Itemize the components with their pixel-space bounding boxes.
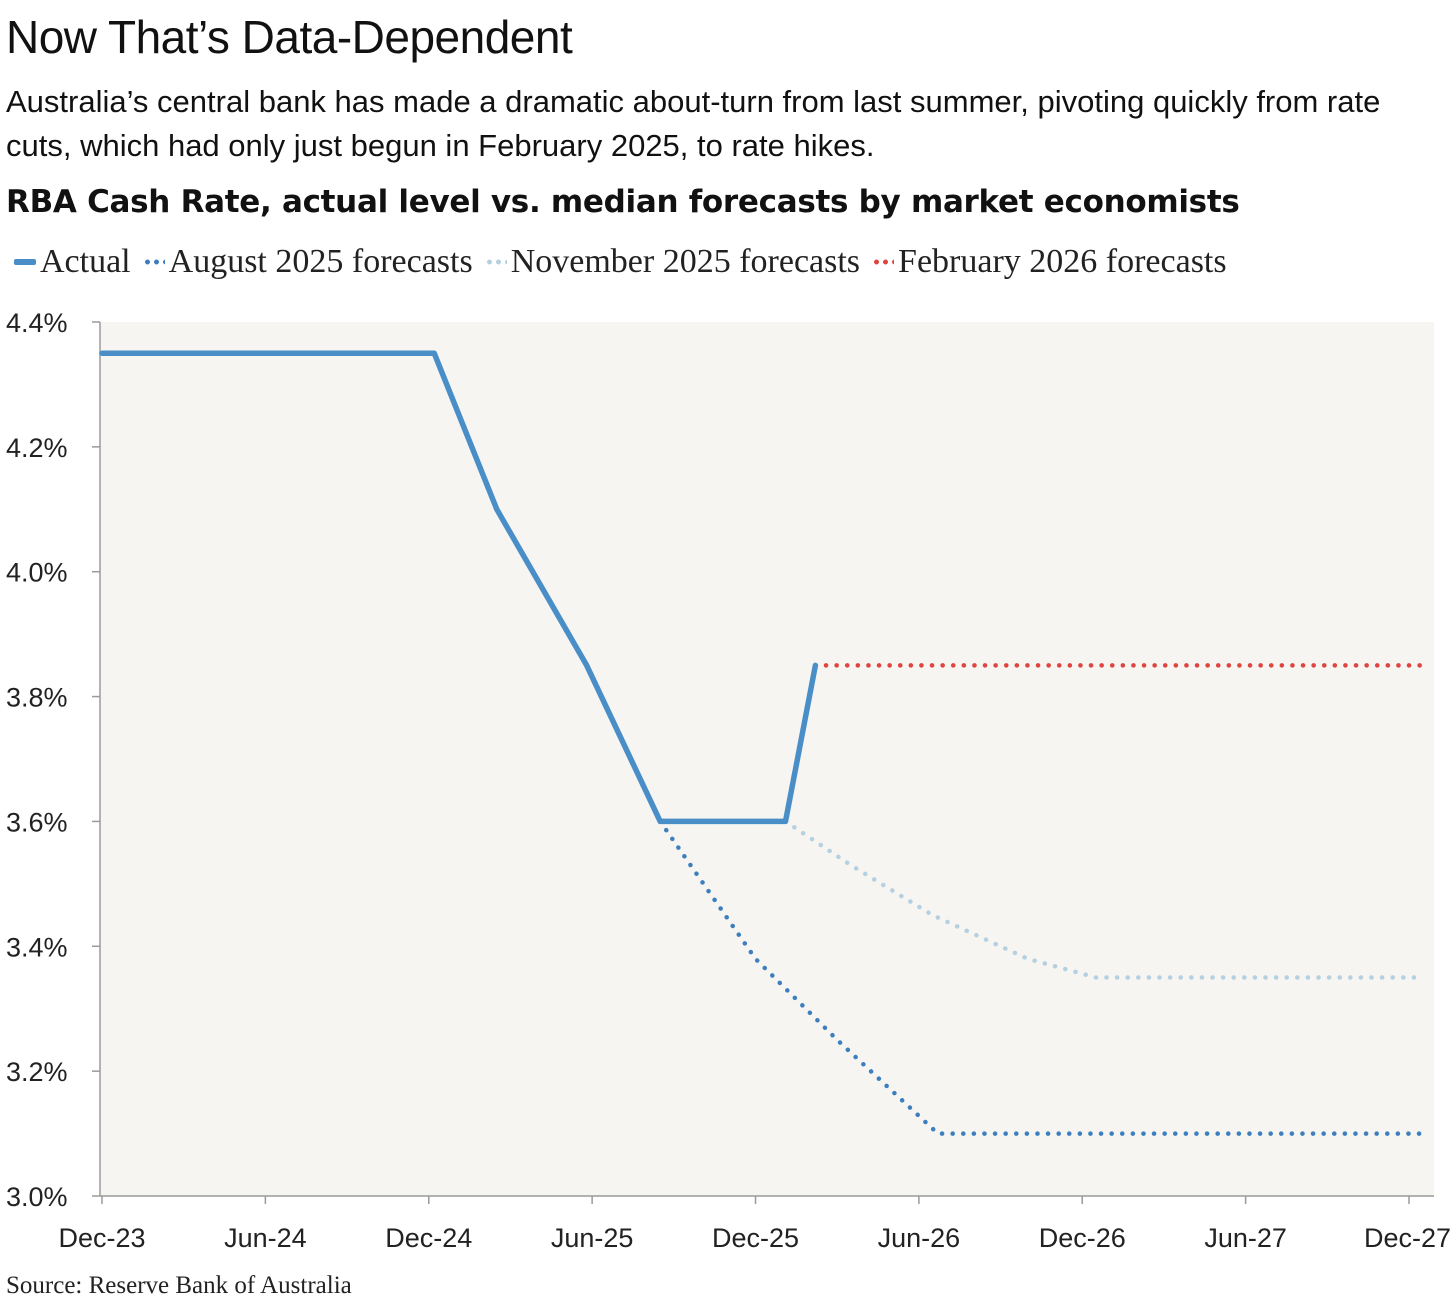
legend-swatch-august-2025: [142, 259, 165, 265]
y-tick-label: 3.2%: [6, 1057, 68, 1087]
x-tick-label: Dec-27: [1364, 1223, 1451, 1253]
legend-swatch-february-2026: [872, 259, 895, 265]
legend-label-november-2025: November 2025 forecasts: [510, 243, 861, 280]
x-tick-label: Jun-24: [224, 1223, 307, 1253]
y-tick-label: 3.6%: [6, 807, 68, 837]
y-tick-label: 3.8%: [6, 683, 68, 713]
x-tick-label: Dec-25: [712, 1223, 799, 1253]
legend-swatch-actual: [14, 259, 36, 265]
y-tick-label: 4.2%: [6, 433, 68, 463]
legend-swatch-november-2025: [484, 259, 507, 265]
x-tick-label: Dec-23: [58, 1223, 145, 1253]
series-line-november-2025-forecasts: [783, 819, 1425, 980]
legend-label-february-2026: February 2026 forecasts: [898, 243, 1227, 280]
legend-item-actual: Actual: [14, 243, 131, 281]
series-line-august-2025-forecasts: [657, 819, 1425, 1136]
legend: Actual August 2025 forecasts November 20…: [14, 240, 1239, 284]
legend-item-august-2025: August 2025 forecasts: [142, 243, 473, 281]
chart-subtitle: Australia’s central bank has made a dram…: [6, 84, 1381, 163]
legend-label-august-2025: August 2025 forecasts: [168, 243, 473, 280]
x-tick-label: Jun-26: [878, 1223, 961, 1253]
legend-label-actual: Actual: [40, 243, 131, 280]
y-tick-label: 4.4%: [6, 308, 68, 338]
plot-background: [101, 322, 1434, 1196]
x-tick-label: Jun-25: [551, 1223, 634, 1253]
chart-title: Now That’s Data-Dependent: [6, 11, 573, 63]
x-tick-label: Dec-26: [1039, 1223, 1126, 1253]
source-note: Source: Reserve Bank of Australia: [6, 1272, 352, 1299]
series-layer: [99, 350, 1425, 1136]
chart-plot: 4.4% 4.2% 4.0% 3.8% 3.6% 3.4% 3.2% 3.0% Dec-23 J…: [6, 308, 1451, 1253]
x-tick-label: Dec-24: [385, 1223, 472, 1253]
y-tick-label: 3.4%: [6, 932, 68, 962]
x-axis: Dec-23 Jun-24 Dec-24 Jun-25 Dec-25 Jun-26 Dec-…: [58, 1195, 1451, 1253]
legend-item-february-2026: February 2026 forecasts: [872, 243, 1227, 281]
y-tick-label: 3.0%: [6, 1182, 68, 1212]
series-line-actual: [99, 350, 819, 825]
x-tick-label: Jun-27: [1204, 1223, 1287, 1253]
chart-heading: RBA Cash Rate, actual level vs. median f…: [6, 184, 1240, 220]
legend-item-november-2025: November 2025 forecasts: [484, 243, 861, 281]
y-axis: 4.4% 4.2% 4.0% 3.8% 3.6% 3.4% 3.2% 3.0%: [6, 308, 101, 1212]
y-tick-label: 4.0%: [6, 558, 68, 588]
